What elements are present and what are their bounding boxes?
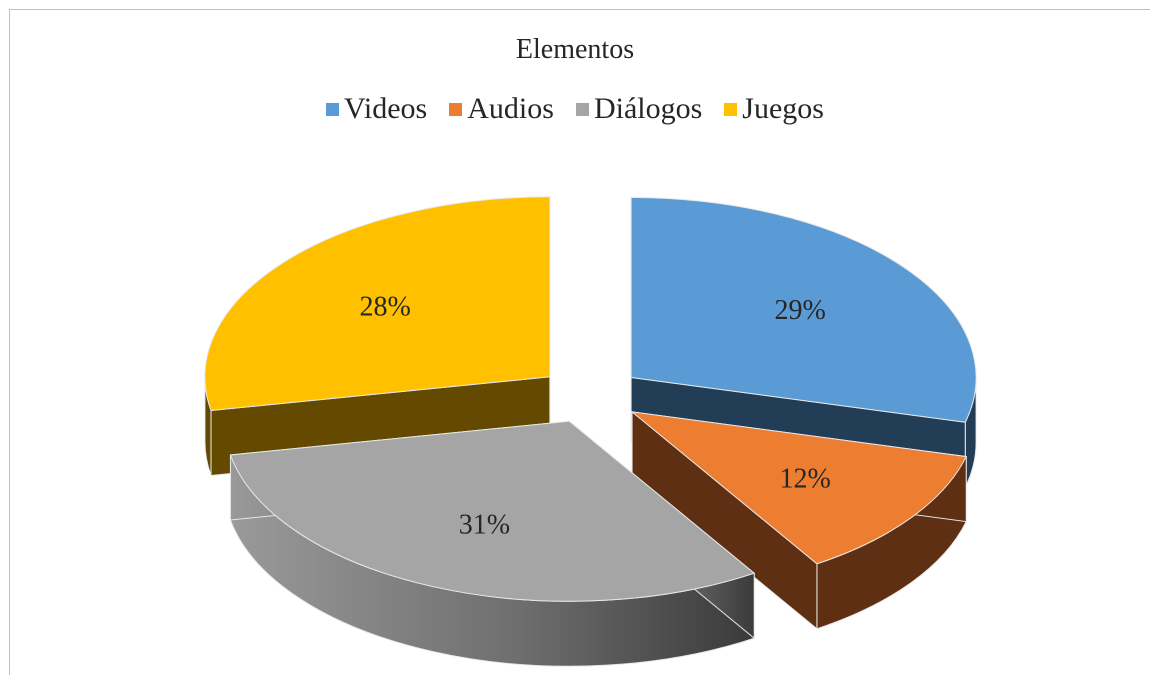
- legend-label-videos: Videos: [344, 92, 428, 125]
- legend-swatch-juegos: [724, 102, 738, 116]
- slice-audios: [630, 411, 967, 565]
- data-label-audios: 12%: [779, 463, 830, 494]
- legend-item-videos: Videos: [326, 92, 427, 126]
- pie-data-labels: 28% 29% 12% 31%: [359, 292, 830, 541]
- data-label-juegos: 28%: [359, 292, 410, 323]
- chart-title: Elementos: [515, 34, 635, 65]
- data-label-dialogos: 31%: [459, 510, 510, 541]
- legend-swatch-dialogos: [575, 102, 589, 116]
- legend-item-audios: Audios: [449, 92, 554, 126]
- legend-swatch-videos: [326, 102, 340, 116]
- slice-juegos: [204, 196, 551, 412]
- legend-item-dialogos: Diálogos: [575, 92, 703, 126]
- legend-swatch-audios: [449, 102, 463, 116]
- legend: Videos Audios Diálogos Juegos: [0, 92, 1150, 126]
- slice-videos: [630, 196, 977, 423]
- legend-label-audios: Audios: [467, 92, 554, 125]
- slice-dialogos: [229, 420, 756, 602]
- legend-label-dialogos: Diálogos: [593, 92, 703, 125]
- legend-label-juegos: Juegos: [742, 92, 824, 125]
- legend-item-juegos: Juegos: [724, 92, 824, 126]
- chart-area: [9, 9, 1150, 675]
- pie-top-faces: [204, 196, 977, 602]
- data-label-videos: 29%: [774, 295, 825, 326]
